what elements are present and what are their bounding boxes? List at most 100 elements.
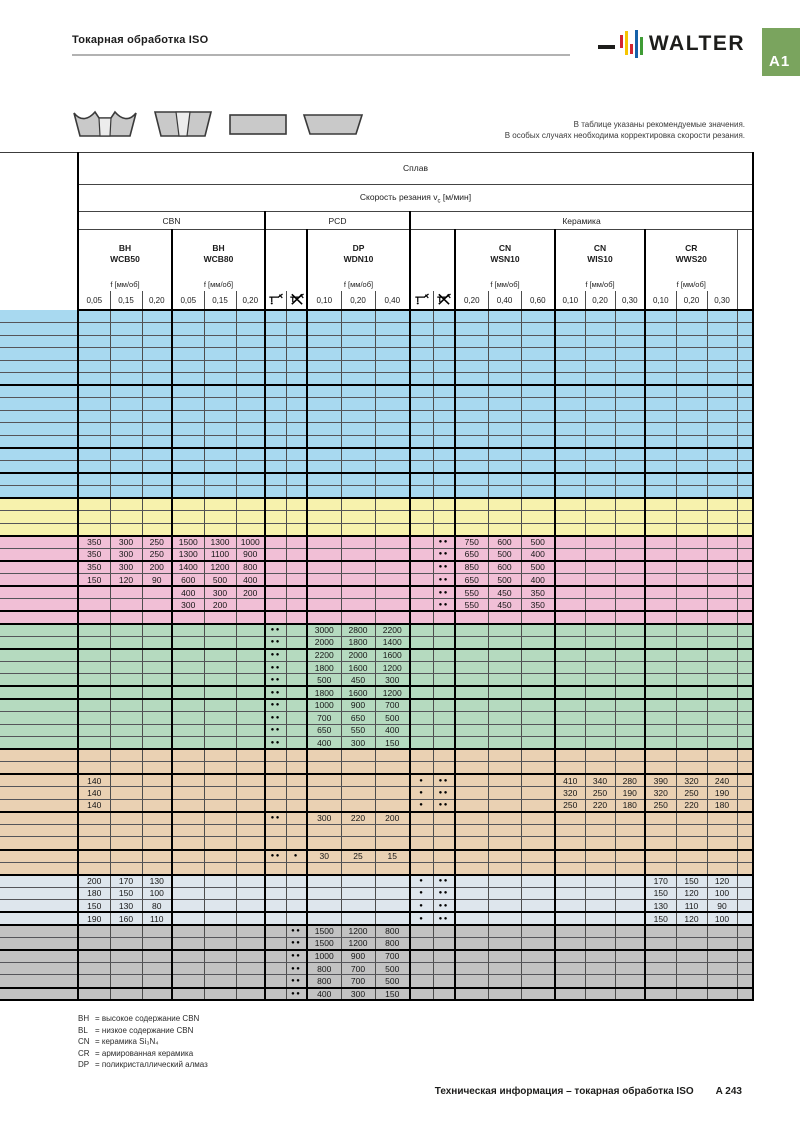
coolant-dry-icon — [432, 291, 455, 311]
speed-value-cell — [644, 862, 676, 876]
speed-value-cell — [306, 862, 341, 876]
speed-value-cell — [203, 849, 236, 863]
coolant-dot-cell — [432, 811, 455, 825]
coolant-dot-cell — [285, 636, 307, 650]
speed-value-cell — [520, 849, 555, 863]
speed-value-cell — [736, 422, 754, 436]
feed-value: 0,10 — [306, 291, 341, 311]
speed-value-cell — [340, 535, 375, 549]
table-row: 400 300 200 ●● 550 450 350 — [0, 586, 754, 600]
speed-value-cell — [736, 648, 754, 662]
speed-value-cell — [706, 510, 737, 524]
speed-value-cell — [77, 686, 110, 700]
table-row — [0, 510, 754, 524]
speed-value-cell — [554, 673, 585, 688]
speed-value-cell — [554, 385, 585, 399]
speed-value-cell: 1800 — [306, 661, 341, 675]
coolant-dot-cell — [264, 485, 286, 500]
speed-value-cell — [141, 736, 172, 751]
speed-value-cell — [736, 611, 754, 625]
product-header-wcb80: BH WCB80 — [171, 229, 265, 277]
speed-value-cell: 650 — [454, 548, 488, 562]
coolant-dot-cell — [264, 836, 286, 851]
speed-value-cell — [340, 611, 375, 625]
speed-value-cell — [706, 310, 737, 324]
speed-value-cell — [736, 887, 754, 901]
speed-value-cell — [306, 824, 341, 838]
speed-value-cell — [306, 310, 341, 324]
feed-value: 0,15 — [203, 291, 236, 311]
speed-value-cell — [554, 912, 585, 926]
speed-value-cell — [675, 435, 707, 449]
speed-value-cell: 1400 — [171, 560, 204, 574]
speed-value-cell: 1600 — [340, 686, 375, 700]
speed-value-cell — [306, 498, 341, 512]
speed-value-cell — [454, 836, 488, 851]
speed-value-cell — [109, 598, 142, 613]
speed-value-cell — [644, 761, 676, 776]
material-label-cell — [0, 849, 78, 863]
speed-value-cell — [171, 485, 204, 500]
speed-value-cell — [675, 535, 707, 549]
coolant-dot-cell — [285, 724, 307, 738]
speed-value-cell — [171, 448, 204, 462]
speed-value-cell: 500 — [487, 573, 521, 587]
speed-value-cell — [736, 912, 754, 926]
table-row: ●● 2000 1800 1400 — [0, 636, 754, 650]
speed-value-cell — [141, 385, 172, 399]
coolant-dot-cell — [285, 473, 307, 487]
speed-value-cell: 200 — [374, 811, 410, 825]
material-label-cell — [0, 648, 78, 662]
coolant-dot-cell — [409, 761, 433, 776]
speed-value-cell — [736, 711, 754, 725]
material-label-cell — [0, 686, 78, 700]
group-header-pcd: PCD — [264, 211, 410, 230]
speed-value-cell — [141, 360, 172, 374]
speed-value-cell: 300 — [374, 673, 410, 688]
table-row: ●● ● 30 25 15 — [0, 849, 754, 863]
material-label-cell — [0, 811, 78, 825]
coolant-dot-cell — [432, 510, 455, 524]
speed-value-cell — [706, 397, 737, 411]
speed-value-cell — [520, 335, 555, 349]
speed-value-cell — [614, 937, 645, 951]
speed-value-cell — [706, 811, 737, 825]
speed-value-cell — [736, 924, 754, 938]
coolant-dot-cell — [264, 460, 286, 475]
coolant-dot-cell — [432, 711, 455, 725]
speed-value-cell — [554, 410, 585, 424]
speed-value-cell — [171, 811, 204, 825]
speed-value-cell — [340, 598, 375, 613]
cutting-speed-table: Сплав Скорость резания vc [м/мин] CBN PC… — [0, 152, 754, 1002]
coolant-dot-cell: ●● — [432, 548, 455, 562]
speed-value-cell: 1500 — [171, 535, 204, 549]
speed-value-cell — [520, 698, 555, 712]
coolant-dot-cell — [285, 435, 307, 449]
speed-value-cell — [306, 573, 341, 587]
speed-value-cell — [644, 586, 676, 600]
speed-value-cell: 1100 — [203, 548, 236, 562]
speed-value-cell — [109, 774, 142, 788]
speed-value-cell — [584, 749, 615, 763]
speed-value-cell — [306, 611, 341, 625]
speed-value-cell — [203, 611, 236, 625]
coolant-dot-cell — [285, 510, 307, 524]
coolant-dot-cell — [432, 372, 455, 387]
speed-value-cell — [141, 623, 172, 637]
speed-value-cell — [77, 498, 110, 512]
speed-value-cell: 150 — [77, 573, 110, 587]
speed-value-cell — [706, 724, 737, 738]
speed-value-cell — [77, 372, 110, 387]
speed-value-cell — [374, 385, 410, 399]
coolant-dot-cell — [409, 623, 433, 637]
speed-value-cell — [736, 548, 754, 562]
speed-value-cell — [736, 397, 754, 411]
speed-value-cell — [171, 698, 204, 712]
coolant-dot-cell — [285, 673, 307, 688]
speed-value-cell — [77, 937, 110, 951]
speed-value-cell — [675, 673, 707, 688]
speed-value-cell — [77, 862, 110, 876]
speed-value-cell — [706, 422, 737, 436]
speed-value-cell: 450 — [340, 673, 375, 688]
